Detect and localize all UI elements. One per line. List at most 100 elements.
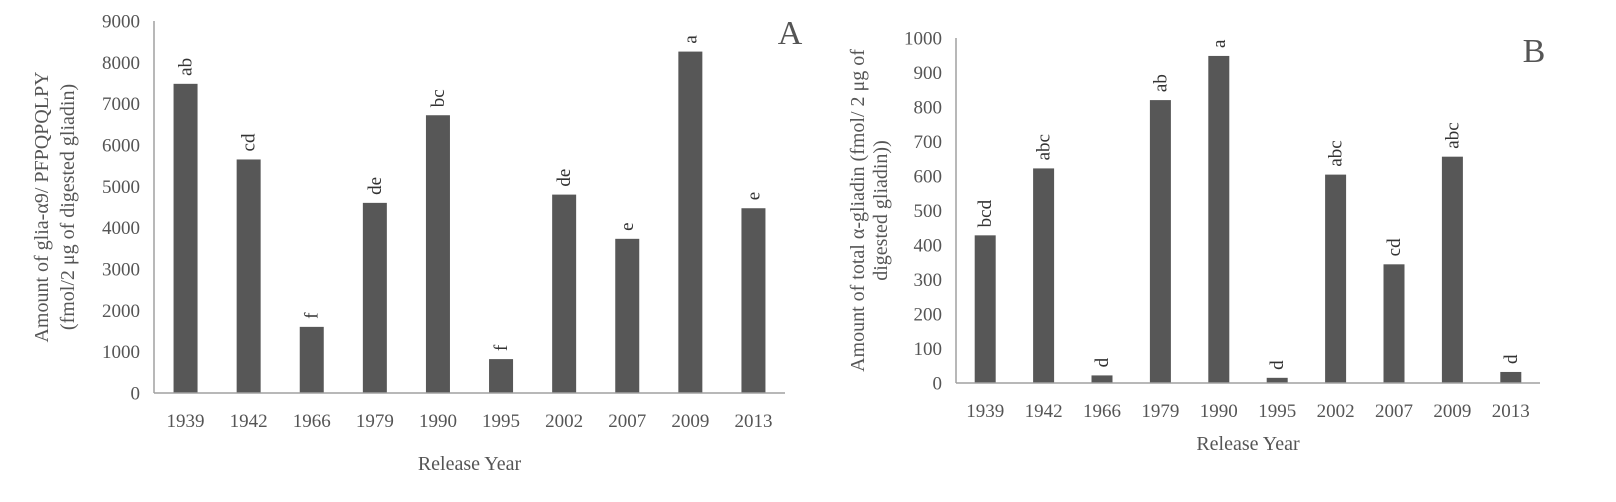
y-tick-labels-group: 0 100 200 300 400 500 600 700 800 900 1000 [904,29,942,395]
x-tick-label: 2007 [608,411,646,432]
bar-1990 [425,115,450,394]
x-tick-label: 1990 [419,411,457,432]
significance-letter: d [1267,360,1288,370]
bar-2002 [552,194,577,393]
bar-2009 [1441,156,1463,383]
x-tick-label: 2013 [734,411,772,432]
y-axis-title: Amount of total α-gliadin (fmol/ 2 μg of… [847,49,892,372]
y-axis-title-line-1: Amount of glia-α9/ PFPQPQLPY [31,71,53,342]
bar-2002 [1325,174,1347,383]
significance-letter: cd [1384,238,1405,256]
bars-group [974,55,1522,383]
significance-letter: d [1501,354,1522,364]
y-tick-label: 700 [914,132,943,153]
y-axis-title-line-2: digested gliadin)) [870,140,892,281]
bar-2007 [615,238,640,393]
bar-1939 [173,83,198,394]
significance-letter: d [1092,357,1113,367]
bar-1966 [1091,375,1113,383]
x-axis-title: Release Year [418,453,522,475]
bar-1942 [1033,168,1055,383]
y-tick-label: 4000 [102,218,140,239]
y-tick-label: 1000 [904,29,942,50]
significance-letters-group: ab cd f de bc f de e a e [176,35,765,352]
x-tick-label: 1939 [167,411,205,432]
significance-letter: f [491,344,512,351]
significance-letter: ab [1150,74,1171,92]
bar-1939 [974,235,996,383]
bar-1979 [362,202,387,393]
y-tick-label: 600 [914,167,943,188]
significance-letter: e [743,192,764,200]
panel-letter: B [1523,33,1546,70]
y-tick-label: 6000 [102,136,140,157]
bar-2013 [741,208,766,393]
x-tick-label: 2009 [671,411,709,432]
y-tick-label: 3000 [102,260,140,281]
x-tick-label: 2002 [545,411,583,432]
bar-1966 [299,326,324,393]
y-tick-label: 400 [914,236,943,257]
y-tick-label: 100 [914,339,943,360]
x-tick-label: 2009 [1433,401,1471,422]
bar-1979 [1149,100,1171,383]
x-tick-label: 2013 [1492,401,1530,422]
x-tick-label: 2007 [1375,401,1413,422]
y-tick-label: 900 [914,63,943,84]
y-tick-label: 8000 [102,53,140,74]
y-tick-labels-group: 0 1000 2000 3000 4000 5000 6000 7000 8000 9000 [102,12,140,405]
significance-letter: ab [176,58,197,76]
bar-2009 [678,51,703,393]
x-tick-label: 1939 [966,401,1004,422]
significance-letter: bc [428,89,449,107]
significance-letter: abc [1326,140,1347,166]
y-axis-title: Amount of glia-α9/ PFPQPQLPY (fmol/2 μg … [31,71,79,342]
y-axis-title-line-2: (fmol/2 μg of digested gliadin) [57,84,79,330]
significance-letter: a [680,35,701,44]
y-axis-title-line-1: Amount of total α-gliadin (fmol/ 2 μg of [847,49,869,372]
y-tick-label: 200 [914,305,943,326]
y-tick-label: 5000 [102,177,140,198]
y-tick-label: 2000 [102,301,140,322]
significance-letter: cd [239,133,260,151]
x-tick-label: 2002 [1317,401,1355,422]
significance-letter: bcd [975,199,996,227]
x-tick-label: 1979 [1141,401,1179,422]
bar-1995 [489,359,514,393]
bar-1942 [236,159,261,393]
x-tick-label: 1995 [482,411,520,432]
significance-letter: abc [1034,134,1055,160]
x-tick-label: 1942 [1025,401,1063,422]
x-tick-labels-group: 1939 1942 1966 1979 1990 1995 2002 2007 2009 2013 [167,411,773,432]
bar-2007 [1383,264,1405,383]
y-tick-label: 500 [914,201,943,222]
bars-group [173,51,766,394]
x-tick-label: 1990 [1200,401,1238,422]
y-tick-label: 7000 [102,94,140,115]
significance-letter: f [302,312,323,319]
y-tick-label: 1000 [102,342,140,363]
bar-1990 [1208,55,1230,383]
y-tick-label: 9000 [102,12,140,33]
chart-panel-b: bcd abc d ab a d abc cd abc d 0 100 200 300 400 500 600… [847,29,1545,456]
chart-panel-a: ab cd f de bc f de e a e 0 1000 2000 3000 4000 5000 600… [31,12,803,476]
significance-letter: de [365,177,386,195]
panel-letter: A [778,15,803,52]
y-tick-label: 300 [914,270,943,291]
x-tick-label: 1966 [293,411,331,432]
y-tick-label: 0 [933,374,943,395]
significance-letters-group: bcd abc d ab a d abc cd abc d [975,39,1522,370]
x-tick-label: 1979 [356,411,394,432]
x-tick-label: 1995 [1258,401,1296,422]
x-axis-title: Release Year [1196,433,1300,455]
x-tick-label: 1966 [1083,401,1121,422]
bar-1995 [1266,377,1288,383]
y-tick-label: 800 [914,98,943,119]
bar-2013 [1500,371,1522,383]
significance-letter: abc [1442,122,1463,148]
x-tick-labels-group: 1939 1942 1966 1979 1990 1995 2002 2007 2009 2013 [966,401,1530,422]
significance-letter: de [554,169,575,187]
x-tick-label: 1942 [230,411,268,432]
y-tick-label: 0 [131,384,141,405]
